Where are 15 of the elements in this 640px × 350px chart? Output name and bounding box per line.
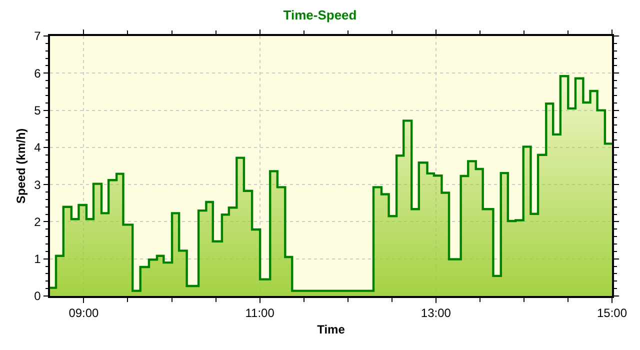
y-tick-label: 6	[34, 66, 42, 80]
y-tick-label: 3	[34, 178, 42, 192]
x-tick-label: 13:00	[420, 306, 452, 320]
y-tick-label: 4	[34, 140, 42, 155]
y-tick-label: 2	[34, 214, 42, 229]
y-axis-title: Speed (km/h)	[14, 128, 28, 204]
x-tick-label: 09:00	[68, 306, 100, 320]
x-axis-title: Time	[317, 322, 346, 337]
x-tick-label: 11:00	[245, 306, 275, 320]
x-tick-label: 15:00	[596, 306, 628, 320]
y-tick-label: 7	[34, 29, 42, 44]
y-tick-label: 0	[34, 289, 42, 304]
y-tick-label: 1	[34, 252, 42, 266]
chart-title: Time-Speed	[283, 8, 357, 23]
y-tick-label: 5	[34, 103, 42, 118]
